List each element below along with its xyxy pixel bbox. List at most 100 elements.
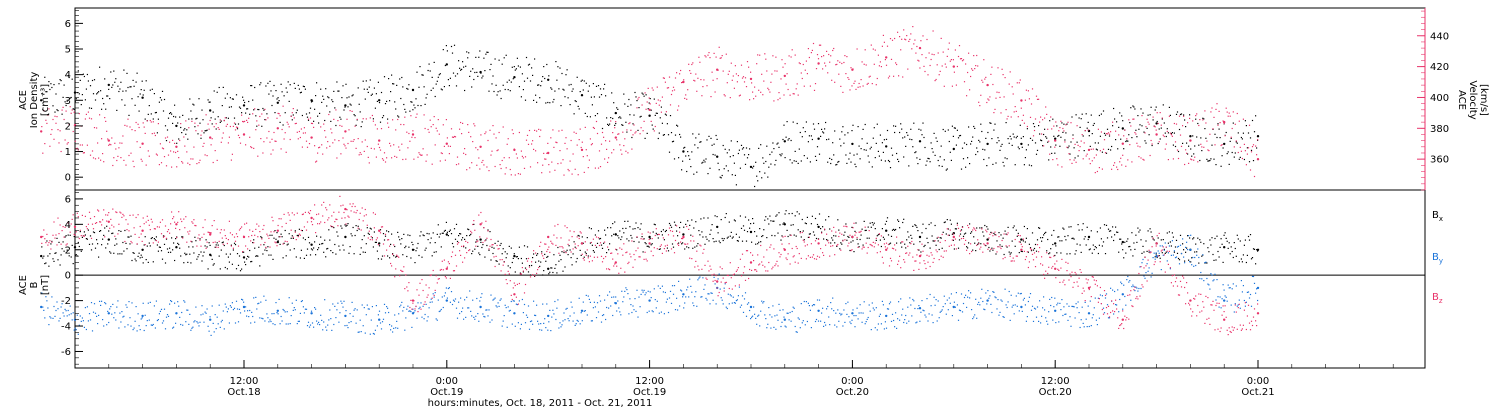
top-series-0-point: [918, 140, 922, 143]
bx-point: [547, 267, 550, 270]
top-series-0-point: [817, 137, 820, 140]
bottom-ytick-label: -6: [61, 347, 71, 358]
bz-point: [885, 248, 888, 251]
by-point: [783, 318, 786, 321]
bx-point: [141, 248, 144, 251]
top-series-1-point: [141, 142, 144, 145]
top-ylabel-line3: [cm⁻³]: [40, 84, 51, 116]
top-series-1-point: [817, 62, 820, 65]
by-point: [547, 314, 550, 318]
bz-point: [547, 235, 550, 239]
by-point: [209, 318, 212, 321]
bx-point: [1256, 248, 1260, 251]
bottom-panel-points: [40, 195, 1425, 336]
bx-point: [40, 254, 43, 258]
b-component-legend: Bx By Bz: [1432, 210, 1443, 305]
top-series-0-point: [344, 104, 347, 107]
bz-point: [648, 242, 651, 245]
bz-point: [1054, 267, 1057, 270]
bx-point: [783, 223, 786, 226]
by-point: [918, 307, 922, 310]
top-ylabel-right-line1: ACE: [1456, 90, 1467, 110]
bz-point: [851, 235, 854, 239]
by-point: [344, 314, 347, 318]
bz-point: [1155, 242, 1158, 245]
bz-point: [1121, 318, 1125, 321]
bx-scatter: [41, 210, 1259, 277]
xtick-day-label: Oct.19: [430, 387, 463, 398]
by-point: [1087, 312, 1091, 315]
bx-point: [817, 225, 820, 229]
bx-point: [445, 233, 448, 236]
top-series-1-point: [310, 136, 313, 139]
top-series-1-point: [1087, 148, 1091, 152]
bz-point: [986, 242, 989, 245]
top-series-0-point: [445, 63, 448, 66]
by-point: [682, 293, 685, 296]
top-series-1-point: [749, 77, 753, 81]
bz-point: [817, 242, 820, 245]
bottom-panel-frame: [74, 189, 1426, 369]
top-series-1-point: [918, 46, 922, 50]
bz-point: [479, 223, 482, 226]
by-point: [885, 314, 888, 318]
by-point: [378, 318, 381, 321]
bx-point: [986, 238, 989, 241]
top-series-1-point: [209, 136, 212, 139]
bz-point: [1020, 248, 1023, 251]
velocity-ytick-label: 440: [1430, 31, 1449, 42]
by-point: [1121, 293, 1125, 296]
bx-point: [175, 246, 178, 249]
top-series-1-point: [1189, 139, 1192, 142]
top-series-1-point: [276, 127, 279, 130]
top-series-0-point: [614, 111, 617, 115]
top-series-1-point: [175, 145, 178, 148]
by-point: [242, 305, 246, 309]
bx-point: [1121, 240, 1125, 244]
bottom-ylabel-line3: [nT]: [40, 275, 51, 295]
top-series-1-point: [614, 136, 617, 139]
top-series-0-point: [513, 76, 516, 79]
xtick-time-label: 12:00: [1041, 376, 1070, 387]
bx-point: [513, 254, 516, 258]
xtick-day-label: Oct.18: [227, 387, 260, 398]
top-series-0-point: [716, 155, 719, 158]
by-point: [1054, 309, 1057, 312]
top-ytick-label: 2: [65, 121, 71, 132]
bx-point: [648, 235, 651, 239]
bx-point: [479, 238, 482, 241]
bottom-ylabel-line2: B: [29, 281, 40, 288]
bz-point: [614, 261, 617, 264]
top-series-0-point: [1155, 122, 1158, 125]
by-point: [851, 312, 854, 315]
by-point: [40, 305, 43, 309]
xtick-day-label: Oct.20: [1039, 387, 1072, 398]
bottom-ylabel-line1: ACE: [18, 275, 29, 295]
top-series-0-point: [141, 96, 144, 99]
bx-point: [310, 243, 313, 246]
bz-point: [1189, 299, 1192, 302]
top-series-1-point: [547, 151, 550, 155]
top-ylabel-right-line3: [km/s]: [1478, 84, 1489, 116]
by-point: [513, 312, 516, 315]
top-series-1-point: [445, 142, 448, 145]
top-series-0-point: [40, 99, 43, 102]
bz-point: [276, 229, 279, 232]
top-series-0-point: [580, 94, 584, 97]
bx-point: [276, 240, 279, 244]
bz-point: [73, 225, 77, 229]
top-series-0-point: [1020, 142, 1023, 146]
top-ylabel-line1: ACE: [18, 90, 29, 110]
by-point: [276, 309, 279, 312]
legend-by: By: [1432, 252, 1443, 265]
bottom-ytick-label: 6: [65, 194, 71, 205]
top-series-1-scatter: [41, 26, 1259, 178]
bz-point: [716, 280, 719, 283]
bx-point: [1223, 246, 1226, 249]
bx-point: [682, 233, 685, 236]
x-axis-label: hours:minutes, Oct. 18, 2011 - Oct. 21, …: [428, 398, 653, 409]
bz-point: [513, 293, 516, 296]
top-series-1-point: [344, 130, 347, 133]
bottom-ytick-label: -2: [61, 296, 71, 307]
by-point: [648, 299, 651, 302]
